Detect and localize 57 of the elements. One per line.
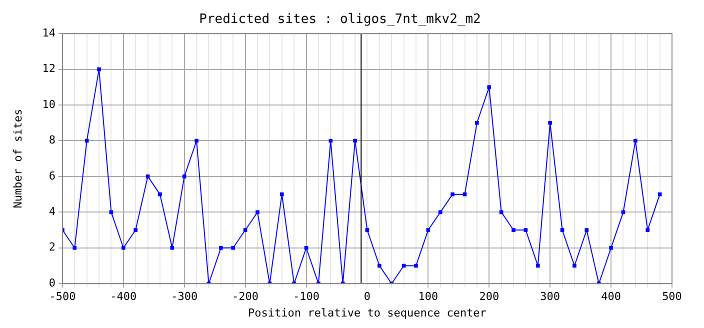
point xyxy=(536,264,540,268)
point xyxy=(219,246,223,250)
y-tick-label: 2 xyxy=(48,240,56,254)
point xyxy=(158,192,162,196)
x-tick-label: -300 xyxy=(171,290,198,304)
point xyxy=(475,120,479,125)
point xyxy=(353,138,357,143)
point xyxy=(487,85,492,90)
point xyxy=(170,246,174,250)
point xyxy=(378,264,382,268)
point xyxy=(146,174,150,178)
point xyxy=(634,138,638,143)
point xyxy=(231,246,236,250)
x-tick-label: 300 xyxy=(540,290,560,304)
y-tick-label: 8 xyxy=(48,134,56,147)
point xyxy=(134,228,138,232)
x-tick-label: -400 xyxy=(110,290,137,304)
point xyxy=(121,246,126,250)
point xyxy=(450,192,454,196)
x-tick-label: 400 xyxy=(601,290,621,304)
y-tick-label: 4 xyxy=(48,205,56,218)
point xyxy=(97,67,101,72)
point xyxy=(304,246,308,250)
y-axis-title: Number of sites xyxy=(11,108,24,208)
point xyxy=(328,138,333,143)
y-tick-label: 14 xyxy=(42,26,56,40)
point xyxy=(572,264,576,268)
point xyxy=(182,174,186,178)
point xyxy=(584,228,589,232)
point xyxy=(280,192,284,196)
x-tick-label: 100 xyxy=(418,290,438,304)
y-tick-label: 6 xyxy=(48,169,56,182)
x-tick-label: -100 xyxy=(293,290,320,304)
x-tick-label: -500 xyxy=(49,290,76,304)
x-axis-title: Position relative to sequence center xyxy=(248,306,487,320)
x-tick-label: 0 xyxy=(364,290,371,304)
x-tick-label: 200 xyxy=(479,290,500,304)
point xyxy=(426,228,430,232)
x-tick-label: -200 xyxy=(232,290,259,304)
y-tick-label: 0 xyxy=(48,276,56,290)
point xyxy=(524,228,528,232)
point xyxy=(646,228,650,232)
y-tick-label: 10 xyxy=(42,98,56,111)
x-tick-label: 500 xyxy=(662,290,682,304)
chart-title: Predicted sites : oligos_7nt_mkv2_m2 xyxy=(199,12,481,28)
point xyxy=(365,228,370,232)
point xyxy=(414,264,418,268)
point xyxy=(243,228,248,232)
point xyxy=(512,228,516,232)
point xyxy=(548,120,552,125)
y-tick-label: 12 xyxy=(42,62,56,76)
point xyxy=(609,246,613,250)
point xyxy=(560,228,564,232)
point xyxy=(194,138,198,143)
point xyxy=(438,210,442,214)
point xyxy=(256,210,260,214)
point xyxy=(72,246,77,250)
